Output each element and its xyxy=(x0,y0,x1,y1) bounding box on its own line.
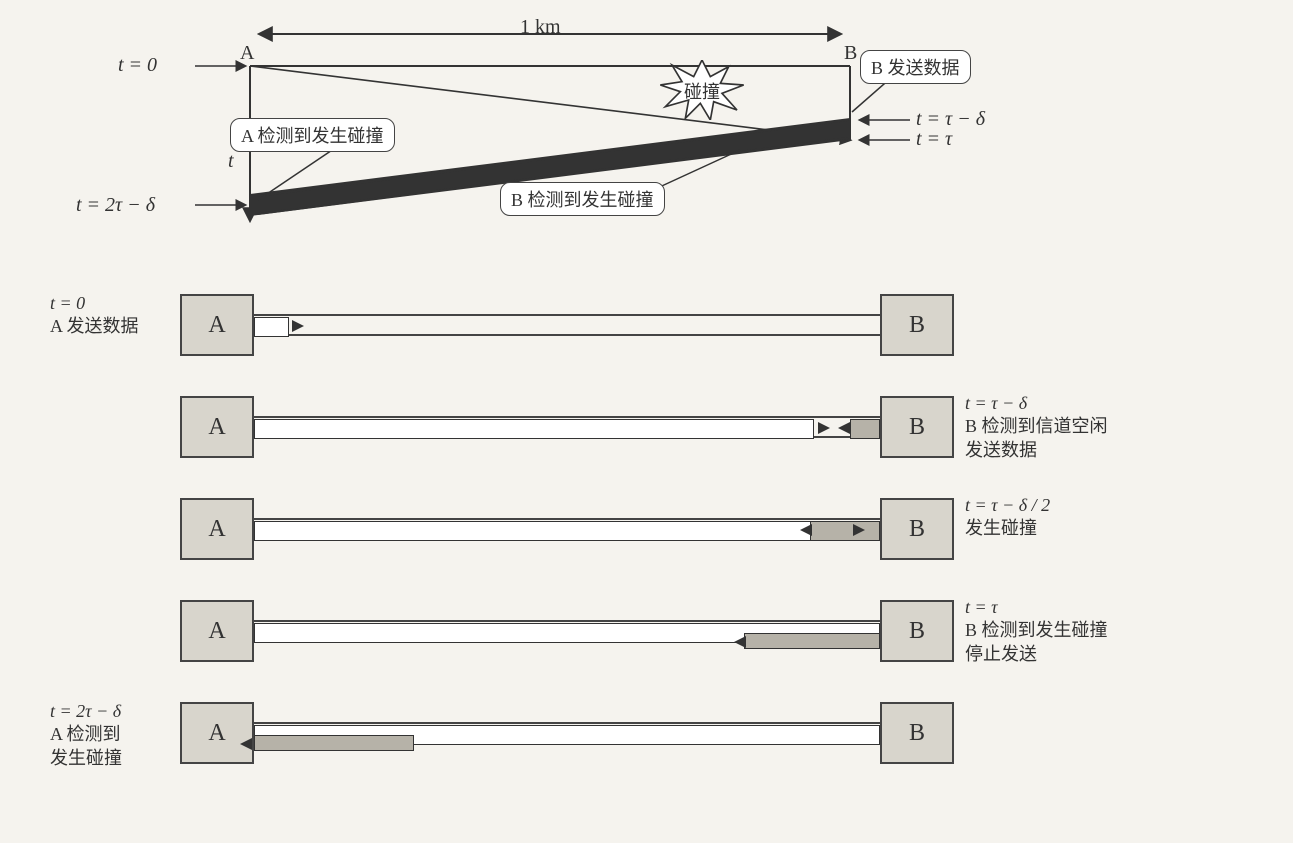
row3-right-label: t = τ B 检测到发生碰撞 停止发送 xyxy=(965,596,1195,666)
row-tau: A B t = τ B 检测到发生碰撞 停止发送 xyxy=(60,586,1210,676)
snapshot-rows: t = 0 A 发送数据 A B A B t = τ − δ B 检测到信道空闲 xyxy=(60,280,1210,790)
arrow-left-icon xyxy=(240,738,252,750)
row4-caption-line2: 发生碰撞 xyxy=(50,748,122,768)
row-collision: A B t = τ − δ / 2 发生碰撞 xyxy=(60,484,1210,574)
row2-right-label: t = τ − δ / 2 发生碰撞 xyxy=(965,494,1195,541)
channel-track xyxy=(254,518,880,540)
node-b: B xyxy=(880,498,954,560)
node-a: A xyxy=(180,396,254,458)
b-frame xyxy=(254,735,414,751)
collision-burst: 碰撞 xyxy=(660,60,744,120)
callout-a-detect: A 检测到发生碰撞 xyxy=(230,118,395,152)
endpoint-b-label: B xyxy=(844,42,857,65)
node-b: B xyxy=(880,702,954,764)
spacetime-diagram: 1 km A B t = 0 t t = 2τ − δ t = τ − δ t … xyxy=(100,20,1000,250)
arrow-left-icon xyxy=(734,636,746,648)
t-2tau-delta-label: t = 2τ − δ xyxy=(76,194,155,217)
row1-right-label: t = τ − δ B 检测到信道空闲 发送数据 xyxy=(965,392,1195,462)
t0-label: t = 0 xyxy=(118,54,157,77)
node-a: A xyxy=(180,600,254,662)
row4-left-label: t = 2τ − δ A 检测到 发生碰撞 xyxy=(50,700,180,770)
node-a: A xyxy=(180,702,254,764)
row-2tau-minus-delta: t = 2τ − δ A 检测到 发生碰撞 A B xyxy=(60,688,1210,778)
node-a: A xyxy=(180,498,254,560)
arrow-right-icon xyxy=(292,320,304,332)
b-frame xyxy=(850,419,880,439)
endpoint-a-label: A xyxy=(240,42,254,65)
node-b: B xyxy=(880,294,954,356)
node-a: A xyxy=(180,294,254,356)
row0-left-label: t = 0 A 发送数据 xyxy=(50,292,180,339)
callout-b-send: B 发送数据 xyxy=(860,50,971,84)
arrow-left-icon xyxy=(800,524,812,536)
row-tau-minus-delta: A B t = τ − δ B 检测到信道空闲 发送数据 xyxy=(60,382,1210,472)
node-b: B xyxy=(880,600,954,662)
channel-track xyxy=(254,722,880,744)
distance-label: 1 km xyxy=(520,16,561,39)
channel-track xyxy=(254,620,880,642)
collision-label: 碰撞 xyxy=(660,78,744,104)
b-frame xyxy=(744,633,880,649)
csma-cd-collision-diagram: 1 km A B t = 0 t t = 2τ − δ t = τ − δ t … xyxy=(20,20,1273,823)
arrow-left-icon xyxy=(838,422,850,434)
channel-track xyxy=(254,416,880,438)
callout-b-detect: B 检测到发生碰撞 xyxy=(500,182,665,216)
node-b: B xyxy=(880,396,954,458)
a-frame xyxy=(254,419,814,439)
t-tau-label: t = τ xyxy=(916,128,952,151)
channel-track xyxy=(254,314,880,336)
row4-caption-line1: A 检测到 xyxy=(50,724,121,744)
row-t0: t = 0 A 发送数据 A B xyxy=(60,280,1210,370)
a-frame xyxy=(254,317,289,337)
t-axis-label: t xyxy=(228,150,234,173)
b-frame xyxy=(810,521,880,541)
arrow-right-icon xyxy=(853,524,865,536)
arrow-right-icon xyxy=(818,422,830,434)
a-frame xyxy=(254,521,849,541)
